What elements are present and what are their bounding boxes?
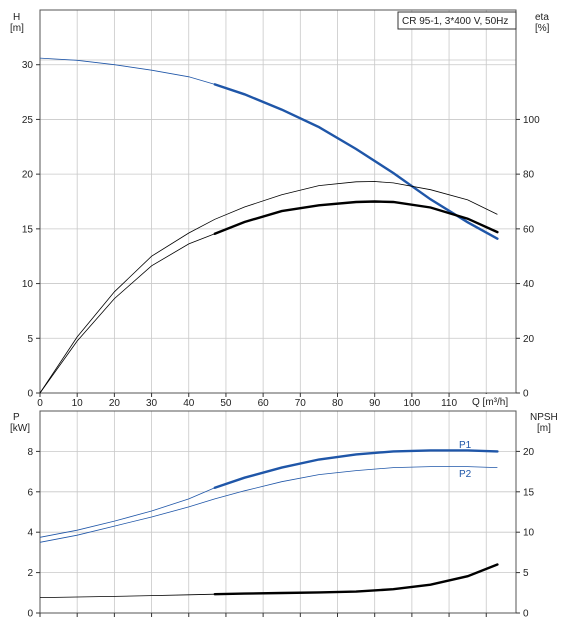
- x-tick-label: 20: [109, 398, 121, 409]
- top-series-1-line: [39, 181, 498, 394]
- top-right-tick-label: 20: [523, 334, 535, 345]
- p-axis-unit: [kW]: [10, 423, 30, 434]
- bottom-panel: 0 2 4 6 8 0 5 10 15 20 P [kW] NPSH [m] P1 P2: [10, 410, 558, 620]
- bottom-left-tick-label: 8: [27, 447, 33, 458]
- bottom-right-tick-label: 0: [523, 609, 529, 620]
- series-label-p2: P2: [459, 469, 472, 480]
- bottom-grid: [40, 411, 516, 613]
- bottom-right-tick-label: 5: [523, 568, 529, 579]
- top-series: [39, 57, 499, 394]
- x-tick-label: 110: [441, 398, 457, 409]
- x-tick-label: 10: [72, 398, 84, 409]
- bottom-series-0-line: [39, 450, 498, 538]
- legend-box: [397, 11, 517, 30]
- top-left-tick-label: 25: [22, 115, 34, 126]
- x-tick-label: 70: [295, 398, 307, 409]
- x-tick-label: 80: [332, 398, 344, 409]
- top-right-tick-label: 80: [523, 170, 535, 181]
- top-left-tick-label: 10: [22, 279, 34, 290]
- series-label-p1: P1: [459, 440, 472, 451]
- top-left-tick-label: 20: [22, 170, 34, 181]
- x-axis-label-bg: [468, 394, 516, 408]
- eta-axis-unit: [%]: [535, 23, 550, 34]
- h-axis-title: H: [13, 12, 20, 23]
- legend-text: CR 95-1, 3*400 V, 50Hz: [402, 16, 508, 27]
- x-tick-label: 100: [404, 398, 421, 409]
- x-tick-label: 50: [220, 398, 232, 409]
- top-right-tick-label: 60: [523, 224, 535, 235]
- top-left-tick-label: 0: [27, 389, 33, 400]
- bottom-left-tick-label: 6: [27, 487, 33, 498]
- bottom-right-tick-label: 15: [523, 487, 535, 498]
- bottom-right-tick-label: 10: [523, 528, 535, 539]
- x-tick-label: 40: [183, 398, 195, 409]
- h-axis-unit: [m]: [10, 23, 24, 34]
- top-grid: [40, 10, 516, 393]
- x-tick-label: 30: [146, 398, 158, 409]
- bottom-series: [39, 449, 499, 598]
- bottom-axis-ticks: 0 2 4 6 8 0 5 10 15 20: [27, 447, 534, 620]
- bottom-right-tick-label: 20: [523, 447, 535, 458]
- bottom-series-1-line: [39, 466, 498, 543]
- top-plot-frame: [39, 9, 517, 394]
- bottom-left-tick-label: 2: [27, 568, 33, 579]
- x-tick-label: 60: [258, 398, 270, 409]
- x-tick-label: 90: [369, 398, 381, 409]
- top-series-2-operating-range: [213, 200, 499, 235]
- top-axis-ticks: 0102030405060708090100110120051015202530…: [22, 60, 540, 409]
- eta-axis-title: eta: [535, 12, 549, 23]
- top-left-tick-label: 15: [22, 224, 34, 235]
- top-left-tick-label: 30: [22, 60, 34, 71]
- top-right-tick-label: 0: [523, 389, 529, 400]
- top-panel: 0102030405060708090100110120051015202530…: [10, 9, 550, 409]
- bottom-series-0-operating-range: [213, 449, 499, 489]
- bottom-series-2-operating-range: [213, 563, 499, 596]
- top-right-tick-label: 100: [523, 115, 540, 126]
- p-axis-title: P: [13, 412, 20, 423]
- bottom-left-tick-label: 0: [27, 609, 33, 620]
- bottom-left-tick-label: 4: [27, 528, 33, 539]
- top-series-2-line: [39, 201, 498, 394]
- x-tick-label: 0: [37, 398, 43, 409]
- npsh-axis-unit: [m]: [537, 423, 551, 434]
- top-left-tick-label: 5: [27, 334, 33, 345]
- bottom-plot-frame: [39, 410, 517, 614]
- top-right-tick-label: 40: [523, 279, 535, 290]
- npsh-axis-title: NPSH: [530, 412, 558, 423]
- top-series-0-line: [39, 57, 498, 240]
- x-axis-label: Q [m³/h]: [472, 397, 508, 408]
